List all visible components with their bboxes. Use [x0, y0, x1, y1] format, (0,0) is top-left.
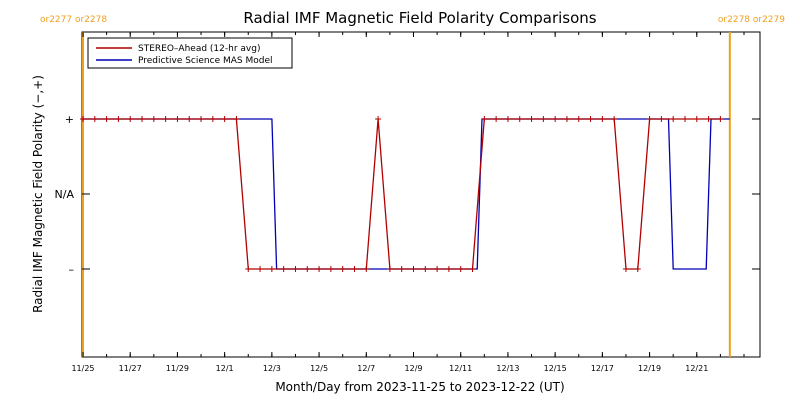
- x-tick-label: 12/11: [449, 364, 472, 373]
- series-point: [634, 266, 641, 272]
- series-point: [646, 116, 653, 122]
- series-point: [599, 116, 606, 122]
- series-point: [540, 116, 547, 122]
- series-point: [139, 116, 146, 122]
- series-point: [257, 266, 264, 272]
- carrington-label: or2278 or2279: [718, 15, 785, 25]
- series-point: [528, 116, 535, 122]
- series-point: [398, 266, 405, 272]
- series-line: [83, 118, 730, 270]
- series-point: [339, 266, 346, 272]
- x-tick-label: 12/21: [685, 364, 708, 373]
- series-point: [457, 266, 464, 272]
- series-point: [292, 266, 299, 272]
- series-point: [611, 116, 618, 122]
- series-point: [658, 116, 665, 122]
- y-axis-label: Radial IMF Magnetic Field Polarity (−,+): [31, 75, 45, 313]
- series-point: [469, 266, 476, 272]
- series-line: [83, 118, 721, 270]
- x-tick-label: 12/19: [638, 364, 661, 373]
- y-tick-label: +: [65, 113, 74, 126]
- x-tick-label: 12/7: [357, 364, 375, 373]
- legend-label: Predictive Science MAS Model: [138, 56, 273, 66]
- series-point: [587, 116, 594, 122]
- series-point: [693, 116, 700, 122]
- x-tick-label: 12/3: [263, 364, 281, 373]
- series-point: [245, 266, 252, 272]
- series-point: [127, 116, 134, 122]
- series-point: [504, 116, 511, 122]
- legend-label: STEREO–Ahead (12-hr avg): [138, 44, 260, 54]
- series-point: [186, 116, 193, 122]
- series-point: [563, 116, 570, 122]
- series-point: [150, 116, 157, 122]
- series-point: [575, 116, 582, 122]
- legend-box: [87, 37, 293, 69]
- series-point: [717, 116, 724, 122]
- series-point: [198, 116, 205, 122]
- series-layer: [80, 116, 730, 272]
- series-point: [670, 116, 677, 122]
- series-point: [280, 266, 287, 272]
- y-tick-label: N/A: [55, 188, 75, 201]
- series-point: [233, 116, 240, 122]
- series-point: [91, 116, 98, 122]
- series-point: [351, 266, 358, 272]
- x-tick-label: 12/5: [310, 364, 328, 373]
- series-point: [316, 266, 323, 272]
- series-point: [174, 116, 181, 122]
- chart-title: Radial IMF Magnetic Field Polarity Compa…: [243, 9, 596, 27]
- series-point: [516, 116, 523, 122]
- x-tick-label: 12/15: [544, 364, 567, 373]
- x-axis: 11/25 11/27 11/29 12/1 12/3 12/5 12/7 12/9 12/11…: [71, 32, 745, 373]
- carrington-label: or2277 or2278: [40, 15, 107, 25]
- x-tick-label: 11/29: [166, 364, 189, 373]
- series-point: [410, 266, 417, 272]
- series-point: [103, 116, 110, 122]
- y-tick-label: –: [69, 263, 75, 276]
- series-point: [375, 116, 382, 122]
- x-tick-label: 12/17: [591, 364, 614, 373]
- series-point: [162, 116, 169, 122]
- series-point: [705, 116, 712, 122]
- series-point: [481, 116, 488, 122]
- series-point: [493, 116, 500, 122]
- plot-frame: [81, 31, 761, 358]
- series-point: [268, 266, 275, 272]
- series-point: [209, 116, 216, 122]
- series-point: [622, 266, 629, 272]
- series-point: [445, 266, 452, 272]
- x-tick-label: 11/25: [71, 364, 94, 373]
- series-point: [434, 266, 441, 272]
- x-axis-label: Month/Day from 2023-11-25 to 2023-12-22 …: [275, 380, 564, 394]
- x-tick-label: 12/1: [216, 364, 234, 373]
- series-point: [115, 116, 122, 122]
- series-point: [80, 116, 86, 122]
- y-axis: + N/A –: [55, 113, 760, 276]
- series-point: [681, 116, 688, 122]
- series-point: [552, 116, 559, 122]
- x-tick-label: 12/9: [405, 364, 423, 373]
- x-tick-label: 12/13: [496, 364, 519, 373]
- series-point: [422, 266, 429, 272]
- series-point: [386, 266, 393, 272]
- legend: STEREO–Ahead (12-hr avg) Predictive Scien…: [87, 37, 293, 69]
- series-point: [363, 266, 370, 272]
- series-point: [304, 266, 311, 272]
- series-point: [221, 116, 228, 122]
- series-point: [327, 266, 334, 272]
- x-tick-label: 11/27: [119, 364, 142, 373]
